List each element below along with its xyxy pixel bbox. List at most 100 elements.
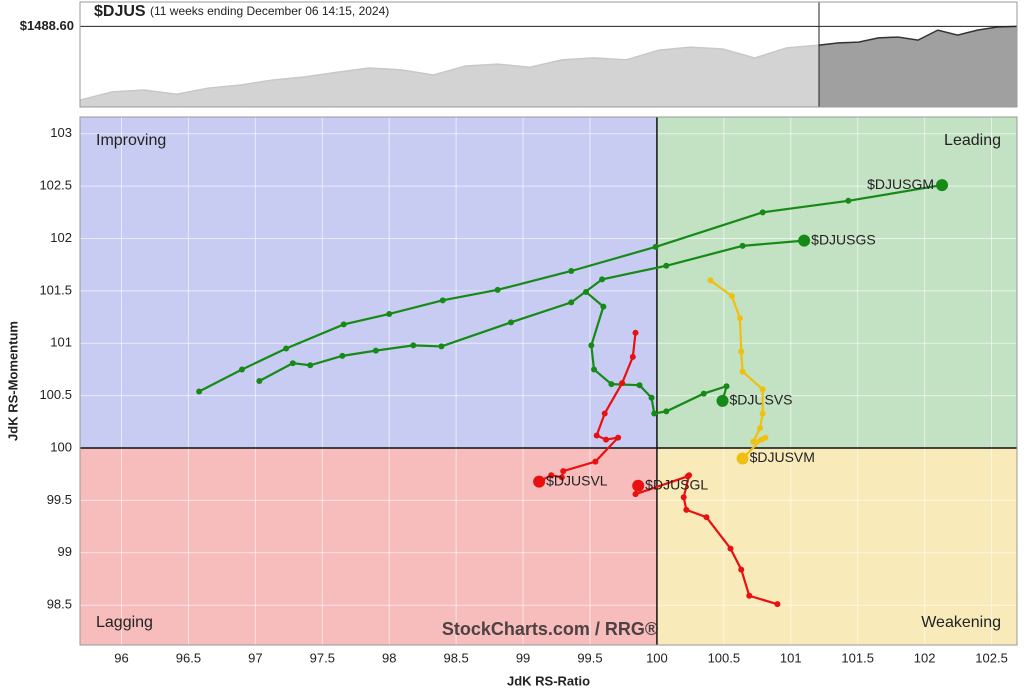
x-tick-label: 96.5 [176, 650, 201, 665]
trail-point [386, 310, 393, 317]
trail-point [558, 474, 565, 481]
quadrant [656, 448, 1017, 645]
trail-point [608, 381, 615, 388]
trail-point [582, 288, 589, 295]
trail-point [548, 472, 555, 479]
y-tick-label: 99 [58, 544, 72, 559]
y-tick-label: 102.5 [39, 178, 72, 193]
trail [198, 184, 943, 393]
x-tick-label: 102.5 [975, 650, 1008, 665]
y-axis-label: JdK RS-Momentum [5, 321, 20, 441]
x-tick-label: 97 [248, 650, 262, 665]
trail-point [758, 436, 765, 443]
trail-point [438, 343, 445, 350]
x-tick-label: 98.5 [443, 650, 468, 665]
trail-point [289, 360, 296, 367]
history-line [79, 44, 820, 101]
trail-point [568, 268, 575, 274]
trail-point [845, 197, 852, 204]
series-label: $DJUSVM [750, 449, 815, 465]
trail-point [307, 362, 314, 369]
y-tick-label: 100.5 [39, 387, 72, 402]
trail-point [651, 410, 658, 417]
trail-point [439, 297, 446, 304]
trail-point [680, 494, 687, 501]
y-tick-label: 101 [50, 335, 72, 350]
trail-point [746, 592, 753, 599]
price-label: $1488.60 [20, 18, 74, 33]
watermark: StockCharts.com / RRG® [442, 619, 658, 639]
y-tick-label: 99.5 [47, 492, 72, 507]
x-tick-label: 98 [382, 650, 396, 665]
series-label: $DJUSVL [546, 472, 608, 488]
trail-point [700, 390, 707, 397]
trail-point [591, 366, 598, 373]
x-axis-label: JdK RS-Ratio [507, 673, 590, 688]
trail-point [684, 473, 691, 480]
trail-point [588, 342, 595, 349]
trail-point [648, 394, 655, 401]
trail-point [759, 209, 766, 216]
x-tick-label: 96 [114, 650, 128, 665]
quadrant-label: Weakening [921, 614, 1001, 631]
trail-point [750, 438, 757, 445]
trail-point [619, 380, 626, 387]
series-label: $DJUSVS [730, 392, 793, 408]
trail-point [707, 277, 714, 284]
trail-point [593, 432, 600, 439]
trail-point [723, 383, 730, 390]
trail-point [759, 410, 766, 417]
trail-point [603, 436, 610, 443]
trail-point [283, 345, 290, 352]
y-tick-label: 100 [50, 439, 72, 454]
trail-point [508, 319, 515, 326]
head-marker [716, 394, 729, 407]
series-label: $DJUSGM [867, 176, 934, 192]
trail-point [636, 382, 643, 389]
trail-point [727, 545, 734, 552]
quadrant-label: Lagging [96, 614, 153, 631]
quadrant [656, 117, 1017, 449]
trail [585, 291, 729, 415]
trail-point [756, 425, 763, 432]
trail-point [739, 242, 746, 249]
trail-point [600, 303, 607, 310]
x-tick-label: 102 [914, 650, 936, 665]
trail-point [663, 262, 670, 269]
trail-point [372, 347, 379, 354]
trail-point [632, 329, 639, 336]
x-tick-label: 99 [516, 650, 530, 665]
trail-point [615, 434, 622, 441]
head-marker [936, 179, 949, 192]
x-tick-label: 101 [780, 650, 802, 665]
chart-title: $DJUS [94, 3, 146, 20]
quadrant-label: Leading [944, 132, 1001, 149]
chart-subtitle: (11 weeks ending December 06 14:15, 2024… [150, 4, 389, 18]
trail-point [339, 352, 346, 359]
y-tick-label: 98.5 [47, 597, 72, 612]
x-tick-label: 100 [646, 650, 668, 665]
recent-line [818, 25, 1018, 46]
trail-point [592, 458, 599, 465]
trail-point [683, 506, 690, 513]
plot-frame [79, 116, 1018, 646]
x-tick-label: 101.5 [841, 650, 874, 665]
trail-point [340, 321, 347, 328]
trail-point [494, 286, 501, 293]
trail-point [196, 388, 203, 395]
trail-point [568, 299, 575, 306]
trail-point [410, 342, 417, 349]
trail-point [601, 410, 608, 417]
trail-point [759, 386, 766, 393]
quadrant [80, 448, 657, 645]
trail-point [632, 491, 639, 498]
trail-point [738, 566, 745, 573]
recent-area [819, 26, 1017, 108]
y-tick-label: 102 [50, 230, 72, 245]
trail-point [652, 243, 659, 250]
trail-point [238, 366, 245, 373]
price-frame [79, 1, 1018, 108]
history-area [80, 45, 819, 107]
x-tick-label: 99.5 [577, 650, 602, 665]
